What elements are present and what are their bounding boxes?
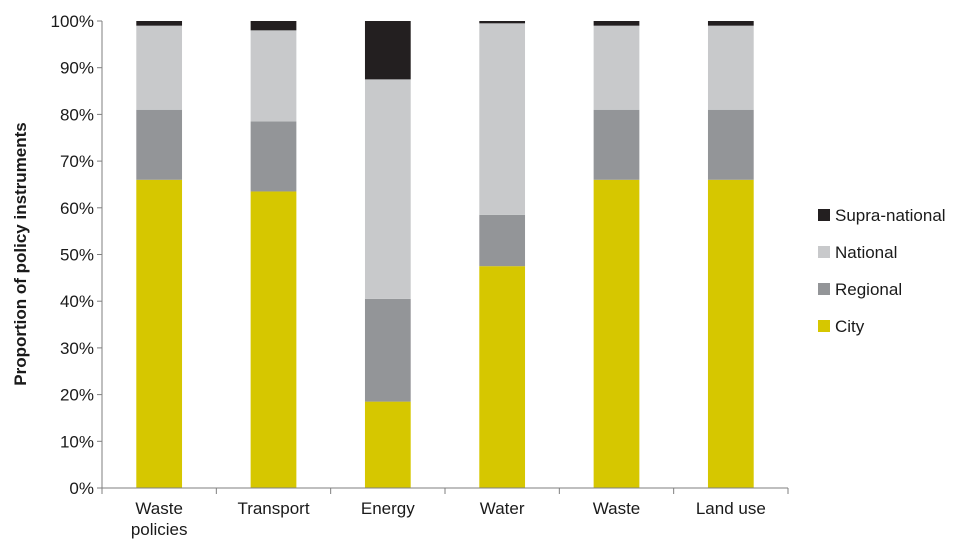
legend: Supra-national National Regional City: [818, 206, 946, 336]
x-category-label: Energy: [361, 499, 415, 518]
bar-segment-regional: [136, 109, 183, 180]
bar-segment-regional: [364, 298, 411, 402]
y-tick-label: 60%: [60, 199, 94, 218]
x-category-label-line: Transport: [237, 499, 309, 518]
x-category-label-line: Energy: [361, 499, 415, 518]
bar-segment-city: [707, 179, 754, 488]
x-category-label-line: Waste: [593, 499, 641, 518]
y-tick-label: 20%: [60, 386, 94, 405]
bar-segment-supra-national: [250, 21, 297, 31]
bar-segment-city: [364, 401, 411, 488]
bar-segment-regional: [707, 109, 754, 180]
bar-segment-regional: [593, 109, 640, 180]
legend-swatch: [818, 209, 830, 221]
legend-label: National: [835, 243, 897, 262]
bar-segment-national: [250, 30, 297, 122]
bar-segment-supra-national: [136, 21, 183, 26]
bar-segment-city: [479, 266, 526, 488]
x-category-label-line: policies: [131, 520, 188, 539]
y-tick-label: 40%: [60, 292, 94, 311]
x-category-label: Transport: [237, 499, 309, 518]
bars: [136, 21, 754, 488]
y-tick-label: 90%: [60, 59, 94, 78]
y-tick-label: 50%: [60, 246, 94, 265]
bar-segment-national: [364, 79, 411, 299]
y-axis: 0% 10% 20% 30% 40% 50% 60% 70% 80% 90% 100%: [51, 12, 103, 498]
bar-segment-national: [593, 25, 640, 110]
x-category-label: Land use: [696, 499, 766, 518]
legend-label: City: [835, 317, 865, 336]
y-tick-label: 100%: [51, 12, 94, 31]
bar-segment-supra-national: [364, 21, 411, 80]
legend-swatch: [818, 320, 830, 332]
y-tick-label: 70%: [60, 152, 94, 171]
x-category-label: Waste: [593, 499, 641, 518]
bar-segment-national: [707, 25, 754, 110]
bar-segment-regional: [250, 121, 297, 192]
x-category-label-line: Water: [480, 499, 525, 518]
y-tick-label: 10%: [60, 432, 94, 451]
legend-swatch: [818, 283, 830, 295]
bar-segment-city: [250, 191, 297, 488]
y-tick-label: 0%: [69, 479, 94, 498]
legend-label: Regional: [835, 280, 902, 299]
bar-segment-supra-national: [593, 21, 640, 26]
bar-segment-city: [136, 179, 183, 488]
y-tick-label: 80%: [60, 105, 94, 124]
bar-segment-national: [479, 23, 526, 215]
x-category-label-line: Land use: [696, 499, 766, 518]
legend-swatch: [818, 246, 830, 258]
x-axis: Waste policies Transport Energy Water Waste La…: [101, 487, 789, 539]
legend-label: Supra-national: [835, 206, 946, 225]
bar-segment-city: [593, 179, 640, 488]
y-axis-title: Proportion of policy instruments: [11, 122, 30, 386]
x-category-label: Water: [480, 499, 525, 518]
bar-segment-regional: [479, 214, 526, 267]
bar-segment-national: [136, 25, 183, 110]
bar-segment-supra-national: [707, 21, 754, 26]
bar-segment-supra-national: [479, 21, 526, 24]
x-category-label-line: Waste: [135, 499, 183, 518]
x-category-label: Waste policies: [131, 499, 188, 539]
y-tick-label: 30%: [60, 339, 94, 358]
